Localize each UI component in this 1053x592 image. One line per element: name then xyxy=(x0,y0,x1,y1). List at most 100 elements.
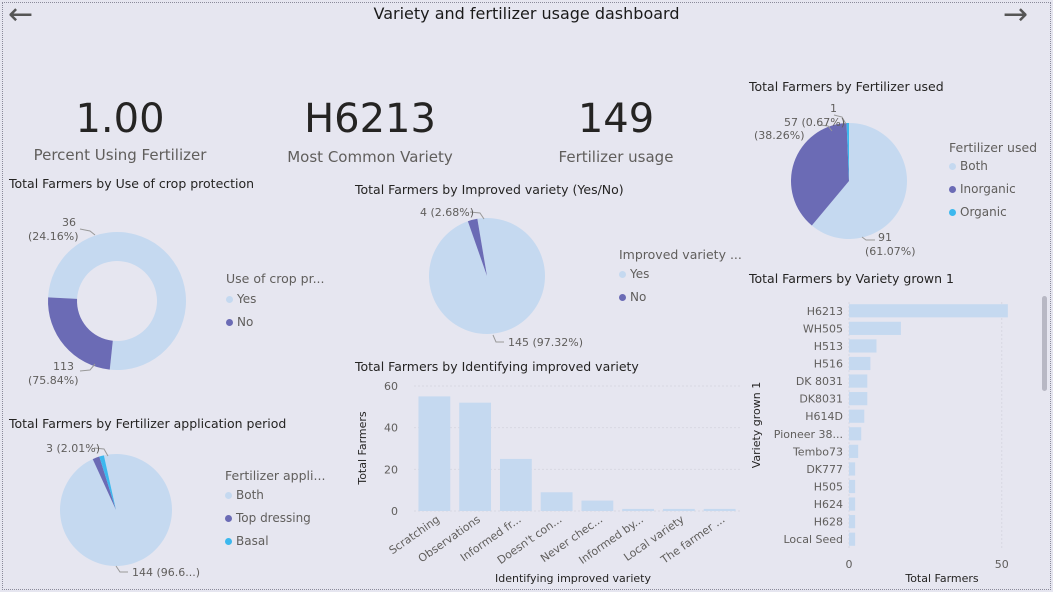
bar[interactable] xyxy=(459,402,492,511)
y-tick-label: Pioneer 38... xyxy=(774,428,843,441)
bar[interactable] xyxy=(540,492,573,511)
data-label: (38.26%) xyxy=(754,129,805,142)
leader-line xyxy=(79,363,96,372)
y-tick-label: DK777 xyxy=(806,463,843,476)
data-label: 113 xyxy=(53,360,74,373)
leader-line xyxy=(469,211,485,220)
bar[interactable] xyxy=(849,374,868,388)
y-tick-label: H513 xyxy=(814,340,843,353)
bar[interactable] xyxy=(849,462,856,476)
bar[interactable] xyxy=(849,321,901,335)
fertilizer-used-legend-organic[interactable]: Organic xyxy=(949,205,1007,219)
pie-slice-top-dressing[interactable] xyxy=(92,456,116,510)
fertilizer-used-legend-inorganic[interactable]: Inorganic xyxy=(949,182,1016,196)
application-period-legend-both[interactable]: Both xyxy=(225,488,264,502)
y-tick-label: 40 xyxy=(384,422,398,435)
data-label: 91 xyxy=(878,231,892,244)
crop-protection-legend-yes[interactable]: Yes xyxy=(226,292,256,306)
y-tick-label: Tembo73 xyxy=(792,445,843,458)
bar[interactable] xyxy=(849,339,877,353)
bar[interactable] xyxy=(849,409,865,423)
bar[interactable] xyxy=(849,532,856,546)
y-tick-label: H6213 xyxy=(807,305,843,318)
forward-arrow-icon[interactable]: → xyxy=(1003,0,1029,32)
variety-grown-title: Total Farmers by Variety grown 1 xyxy=(749,271,954,286)
bar[interactable] xyxy=(849,392,868,406)
kpi-usage-label: Fertilizer usage xyxy=(558,148,674,166)
x-axis-title: Identifying improved variety xyxy=(495,572,651,585)
bar[interactable] xyxy=(581,500,614,511)
kpi-usage-value: 149 xyxy=(577,96,655,142)
bar[interactable] xyxy=(418,396,451,511)
bar[interactable] xyxy=(662,508,695,511)
data-label: 3 (2.01%) xyxy=(46,442,100,455)
pie-slice-inorganic[interactable] xyxy=(790,123,849,226)
data-label: (75.84%) xyxy=(28,374,79,387)
x-axis-title: Total Farmers xyxy=(904,572,979,585)
bar[interactable] xyxy=(849,356,871,371)
scrollbar[interactable] xyxy=(1042,296,1047,391)
data-label: 145 (97.32%) xyxy=(508,336,583,349)
bar[interactable] xyxy=(849,497,856,511)
improved-variety-legend-no[interactable]: No xyxy=(619,290,646,304)
application-period-legend-basal[interactable]: Basal xyxy=(225,534,269,548)
kpi-percent-label: Percent Using Fertilizer xyxy=(33,146,207,164)
pie-slice-yes[interactable] xyxy=(48,232,187,370)
y-tick-label: H516 xyxy=(814,358,843,371)
leader-line xyxy=(819,124,833,132)
page-title: Variety and fertilizer usage dashboard xyxy=(373,4,680,23)
kpi-variety-value: H6213 xyxy=(304,96,436,142)
pie-slice-both[interactable] xyxy=(811,123,907,239)
application-period-legend-title: Fertilizer appli... xyxy=(225,468,326,483)
y-axis-title: Variety grown 1 xyxy=(750,382,763,469)
bar[interactable] xyxy=(849,427,862,441)
bar[interactable] xyxy=(849,444,859,458)
pie-slice-both[interactable] xyxy=(59,454,172,567)
data-label: (61.07%) xyxy=(865,245,916,258)
pie-slice-no[interactable] xyxy=(467,218,487,276)
y-tick-label: H505 xyxy=(814,481,843,494)
data-label: 57 (0.67%) xyxy=(784,116,845,129)
kpi-variety-label: Most Common Variety xyxy=(287,148,453,166)
x-tick-label: 50 xyxy=(995,558,1009,571)
y-tick-label: DK8031 xyxy=(799,393,843,406)
bar[interactable] xyxy=(849,515,856,529)
y-tick-label: 20 xyxy=(384,463,398,476)
pie-slice-basal[interactable] xyxy=(99,455,116,510)
fertilizer-used-legend-both[interactable]: Both xyxy=(949,159,988,173)
bar[interactable] xyxy=(703,508,736,511)
crop-protection-legend-no[interactable]: No xyxy=(226,315,253,329)
application-period-legend-top-dressing[interactable]: Top dressing xyxy=(225,511,311,525)
y-tick-label: DK 8031 xyxy=(796,375,843,388)
y-tick-label: 60 xyxy=(384,380,398,393)
fertilizer-used-legend-title: Fertilizer used xyxy=(949,140,1038,155)
data-label: 144 (96.6...) xyxy=(132,566,200,579)
y-tick-label: Local Seed xyxy=(783,533,843,546)
bar[interactable] xyxy=(849,479,856,494)
leader-line xyxy=(93,447,109,457)
bar[interactable] xyxy=(622,508,655,511)
y-tick-label: H628 xyxy=(814,516,843,529)
leader-line xyxy=(833,114,847,125)
leader-line xyxy=(79,228,96,236)
crop-protection-title: Total Farmers by Use of crop protection xyxy=(9,176,255,191)
leader-line xyxy=(492,334,504,343)
data-label: 4 (2.68%) xyxy=(420,206,474,219)
pie-slice-no[interactable] xyxy=(48,297,113,370)
improved-variety-legend-yes[interactable]: Yes xyxy=(619,267,649,281)
back-arrow-icon[interactable]: ← xyxy=(8,0,34,32)
leader-line xyxy=(861,236,875,241)
pie-slice-organic[interactable] xyxy=(846,123,849,181)
improved-variety-title: Total Farmers by Improved variety (Yes/N… xyxy=(355,182,624,197)
bar[interactable] xyxy=(499,458,532,511)
data-label: 36 xyxy=(62,216,76,229)
bar[interactable] xyxy=(849,304,1008,318)
fertilizer-used-title: Total Farmers by Fertilizer used xyxy=(749,79,944,94)
y-tick-label: 0 xyxy=(391,505,398,518)
y-axis-title: Total Farmers xyxy=(356,411,369,486)
y-tick-label: WH505 xyxy=(803,322,843,335)
application-period-title: Total Farmers by Fertilizer application … xyxy=(9,416,287,431)
